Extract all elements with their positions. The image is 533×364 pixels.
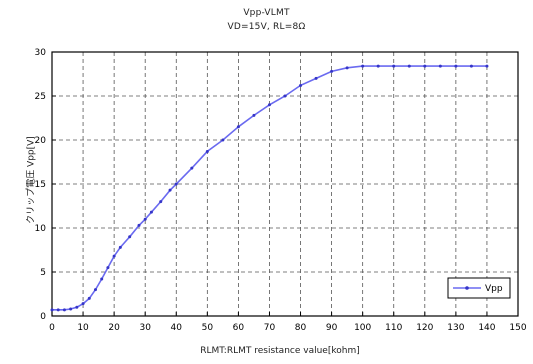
data-point: [252, 113, 256, 117]
y-tick-label: 15: [35, 180, 46, 190]
x-tick-label: 130: [447, 323, 464, 333]
data-point: [159, 200, 163, 204]
data-point: [112, 254, 116, 258]
legend-marker-sample: [465, 286, 469, 290]
data-point: [100, 277, 104, 281]
x-axis-label: RLMT:RLMT resistance value[kohm]: [200, 346, 360, 356]
data-point: [168, 188, 172, 192]
x-tick-label: 50: [202, 323, 214, 333]
data-point: [221, 138, 225, 142]
data-point: [299, 83, 303, 87]
data-point: [361, 64, 365, 68]
x-tick-label: 60: [233, 323, 245, 333]
data-point: [236, 125, 240, 129]
data-point: [75, 305, 79, 309]
data-point: [128, 235, 132, 239]
legend-label: Vpp: [485, 284, 503, 294]
data-point: [106, 266, 110, 270]
y-tick-label: 0: [40, 312, 46, 322]
x-tick-label: 100: [354, 323, 371, 333]
chart-title: Vpp-VLMT: [243, 8, 290, 18]
x-tick-label: 70: [264, 323, 276, 333]
y-tick-label: 30: [35, 48, 47, 58]
x-tick-label: 40: [171, 323, 183, 333]
data-point: [69, 307, 73, 311]
data-point: [205, 149, 209, 153]
data-point: [469, 64, 473, 68]
data-point: [330, 69, 334, 73]
y-tick-label: 5: [40, 268, 46, 278]
data-point: [407, 64, 411, 68]
data-point: [87, 296, 91, 300]
legend: Vpp: [447, 277, 511, 299]
x-tick-label: 150: [509, 323, 526, 333]
data-point: [93, 288, 97, 292]
x-tick-label: 90: [326, 323, 338, 333]
x-tick-label: 0: [49, 323, 55, 333]
data-point: [118, 245, 122, 249]
data-point: [190, 166, 194, 170]
data-point: [267, 103, 271, 107]
y-tick-label: 10: [35, 224, 47, 234]
data-point: [376, 64, 380, 68]
data-point: [454, 64, 458, 68]
y-tick-label: 20: [35, 136, 47, 146]
data-point: [392, 64, 396, 68]
y-tick-label: 25: [35, 92, 46, 102]
data-point: [149, 210, 153, 214]
x-tick-label: 110: [385, 323, 402, 333]
data-point: [62, 308, 66, 312]
chart-subtitle: VD=15V, RL=8Ω: [227, 22, 306, 32]
data-point: [438, 64, 442, 68]
data-point: [345, 66, 349, 70]
grid-lines: [52, 52, 518, 316]
data-point: [283, 94, 287, 98]
data-point: [143, 217, 147, 221]
data-point: [423, 64, 427, 68]
tick-labels: 0 10 20 30 40 50 60 70 80 90 100 110 120 130 140 150 0 5 1…: [35, 48, 527, 333]
x-tick-label: 10: [77, 323, 89, 333]
data-point: [81, 302, 85, 306]
x-tick-label: 80: [295, 323, 307, 333]
x-tick-label: 120: [416, 323, 433, 333]
data-point: [56, 308, 60, 312]
data-point: [50, 308, 54, 312]
data-point: [485, 64, 489, 68]
series-layer: [50, 64, 489, 312]
x-tick-label: 30: [139, 323, 151, 333]
data-point: [137, 223, 141, 227]
data-point: [174, 182, 178, 186]
x-tick-label: 20: [108, 323, 120, 333]
data-point: [314, 76, 318, 80]
x-tick-label: 140: [478, 323, 495, 333]
y-axis-label: クリップ電圧 Vpp[V]: [26, 136, 37, 224]
